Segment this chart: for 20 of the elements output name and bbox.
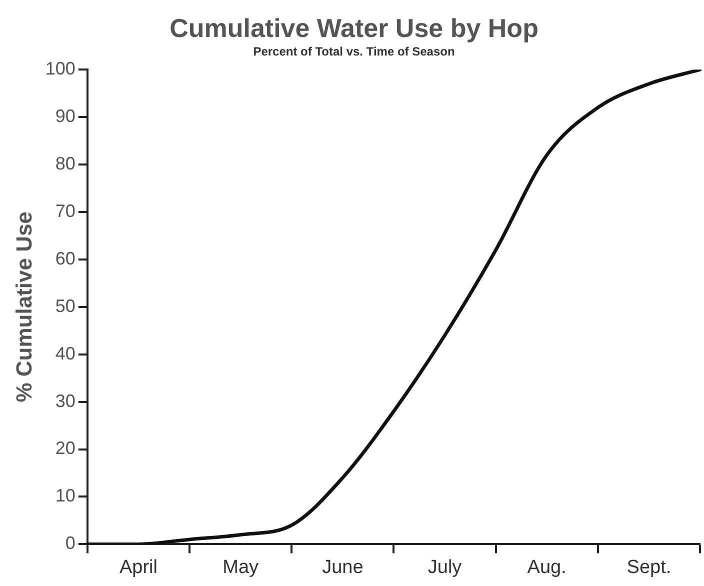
y-tick-label: 40 <box>55 343 76 364</box>
y-tick-label: 50 <box>55 296 76 316</box>
y-tick-label: 90 <box>55 106 76 126</box>
y-tick-label: 60 <box>55 248 76 268</box>
x-tick-label: July <box>428 556 462 578</box>
y-tick-label: 100 <box>45 58 76 79</box>
y-tick-label: 70 <box>55 200 76 221</box>
y-tick-label: 20 <box>55 438 76 458</box>
x-tick-label: Aug. <box>527 556 566 578</box>
chart-subtitle: Percent of Total vs. Time of Season <box>253 44 455 59</box>
y-axis-title: % Cumulative Use <box>11 212 36 402</box>
chart-title: Cumulative Water Use by Hop <box>170 12 538 43</box>
x-tick-label: Sept. <box>626 556 672 578</box>
y-tick-label: 10 <box>55 486 76 506</box>
y-tick-label: 30 <box>55 390 76 411</box>
x-tick-label: June <box>322 556 364 578</box>
x-tick-label: May <box>222 556 260 578</box>
y-tick-label: 80 <box>55 153 76 174</box>
x-tick-label: April <box>119 556 158 578</box>
y-tick-label: 0 <box>65 533 76 554</box>
